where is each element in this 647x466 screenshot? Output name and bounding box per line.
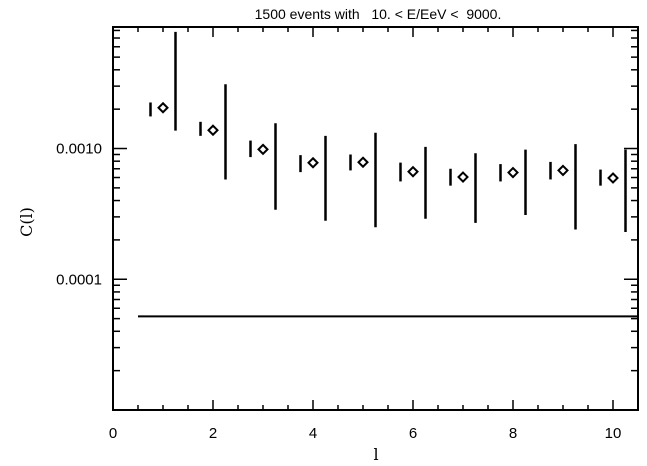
y-tick-label: 0.0010: [56, 141, 102, 158]
data-point-diamond: [507, 166, 519, 179]
y-tick-label: 0.0001: [56, 271, 102, 288]
y-axis-label: C(l): [17, 207, 36, 237]
data-point-diamond: [457, 171, 469, 183]
data-point-diamond: [307, 156, 319, 169]
x-tick-label: 8: [509, 425, 517, 442]
data-point-diamond: [607, 172, 619, 184]
x-tick-label: 0: [109, 425, 117, 442]
data-point-diamond: [357, 156, 369, 169]
x-tick-label: 2: [209, 425, 217, 442]
data-point-diamond: [257, 143, 269, 156]
chart-title: 1500 events with 10. < E/EeV < 9000.: [255, 6, 502, 22]
data-point-diamond: [407, 165, 419, 178]
data-point-diamond: [207, 124, 219, 137]
axes: 0 2 4 6 8 10 0.0010 0.0001: [56, 27, 639, 442]
x-tick-label: 10: [605, 425, 622, 442]
plot-frame: [112, 26, 639, 411]
x-tick-label: 6: [409, 425, 417, 442]
data-marks: [138, 31, 638, 318]
x-axis-label: l: [373, 445, 378, 464]
data-point-diamond: [557, 164, 569, 177]
data-point-diamond: [157, 101, 169, 114]
x-tick-label: 4: [309, 425, 317, 442]
